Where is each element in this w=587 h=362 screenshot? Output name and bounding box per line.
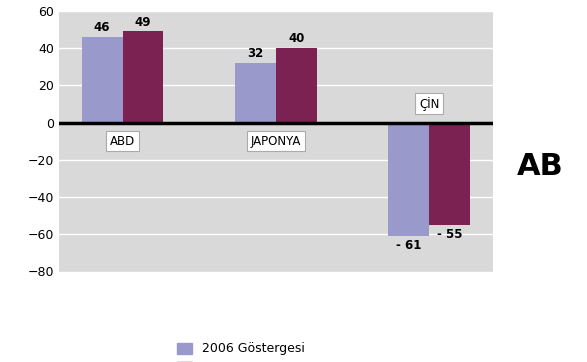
Bar — [429, 123, 470, 225]
Bar — [235, 63, 276, 123]
Text: ÇİN: ÇİN — [419, 97, 440, 111]
Text: JAPONYA: JAPONYA — [251, 135, 301, 148]
Text: - 61: - 61 — [396, 239, 421, 252]
Text: AB: AB — [517, 152, 564, 181]
Legend: 2006 Göstergesi, 2010 Göstergesi: 2006 Göstergesi, 2010 Göstergesi — [177, 342, 305, 362]
Bar — [123, 31, 163, 123]
Bar — [276, 48, 317, 123]
Bar — [389, 123, 429, 236]
Text: - 55: - 55 — [437, 228, 463, 241]
Text: 32: 32 — [247, 47, 264, 60]
Text: ABD: ABD — [110, 135, 135, 148]
Text: 49: 49 — [135, 16, 151, 29]
Text: 40: 40 — [288, 32, 305, 45]
Bar — [82, 37, 123, 123]
Text: 46: 46 — [94, 21, 110, 34]
